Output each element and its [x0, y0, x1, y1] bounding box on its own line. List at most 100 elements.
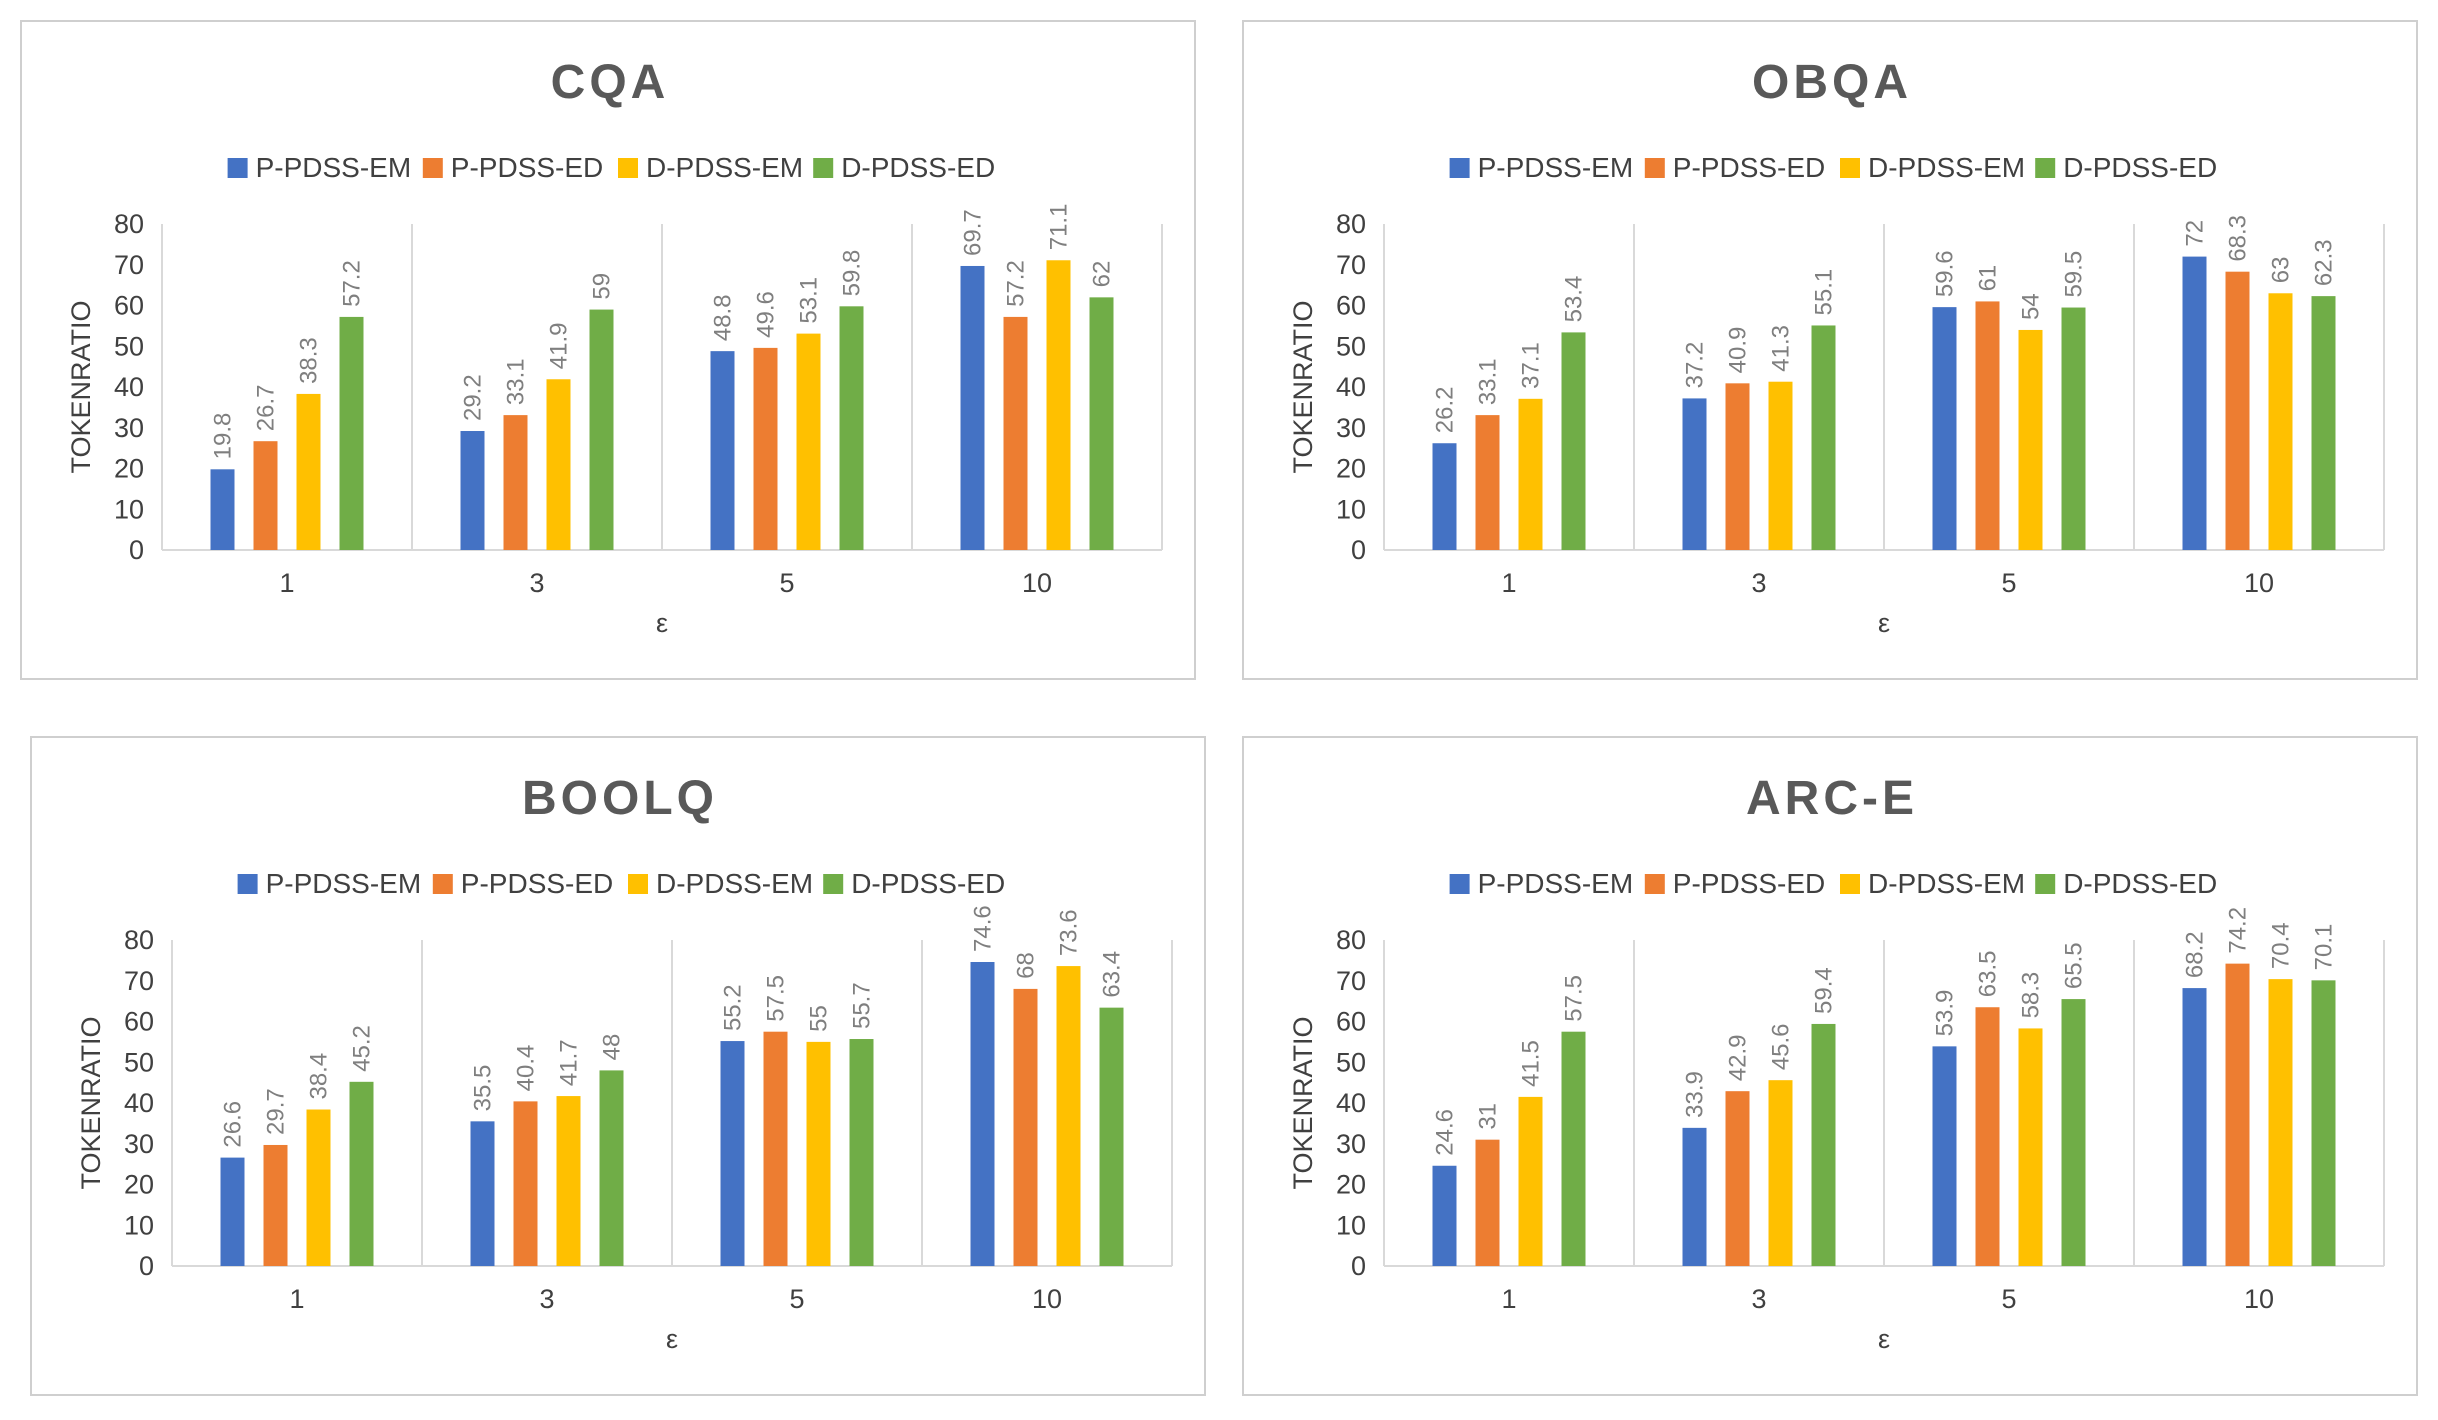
bar-p-pdss-em-3	[1682, 1127, 1707, 1266]
data-label: 70.1	[2311, 924, 2338, 971]
data-label: 55.7	[849, 982, 876, 1029]
legend-swatch-p-pdss-ed	[1644, 874, 1665, 894]
bar-p-pdss-em-10	[2182, 988, 2207, 1266]
bar-d-pdss-em-10	[1056, 966, 1081, 1266]
bar-p-pdss-ed-10	[1003, 316, 1028, 550]
bar-d-pdss-ed-3	[1811, 325, 1836, 550]
data-label: 59.4	[1811, 967, 1838, 1014]
data-label: 62.3	[2311, 239, 2338, 286]
legend-label-d-pdss-ed: D-PDSS-ED	[841, 152, 995, 183]
x-tick-label: 1	[289, 1284, 304, 1314]
bar-p-pdss-ed-5	[1975, 301, 2000, 550]
bar-d-pdss-em-10	[2268, 293, 2293, 550]
x-tick-label: 5	[779, 568, 794, 598]
y-tick-label: 70	[1336, 966, 1366, 996]
bar-p-pdss-ed-10	[2225, 963, 2250, 1266]
bar-p-pdss-ed-10	[1013, 988, 1038, 1266]
chart-title: ARC-E	[1746, 772, 1918, 825]
bar-p-pdss-em-1	[1432, 443, 1457, 550]
data-label: 62	[1089, 261, 1116, 288]
bar-p-pdss-em-1	[1432, 1165, 1457, 1266]
bar-p-pdss-em-1	[220, 1157, 245, 1266]
data-label: 29.2	[460, 374, 487, 421]
bar-d-pdss-em-10	[2268, 979, 2293, 1266]
bar-d-pdss-ed-3	[1811, 1023, 1836, 1266]
y-tick-label: 0	[1351, 535, 1366, 565]
bar-p-pdss-em-5	[710, 351, 735, 550]
chart-svg-obqa: OBQA P-PDSS-EM P-PDSS-ED D-PDSS-EM D-PDSS-ED…	[1288, 56, 2385, 638]
legend-label-d-pdss-em: D-PDSS-EM	[1868, 152, 2025, 183]
bar-p-pdss-ed-3	[1725, 383, 1750, 550]
data-label: 41.5	[1518, 1040, 1545, 1087]
x-tick-label: 3	[529, 568, 544, 598]
bar-d-pdss-ed-10	[2311, 296, 2336, 550]
bar-d-pdss-ed-1	[339, 316, 364, 550]
y-tick-label: 20	[114, 454, 144, 484]
data-label: 68.2	[2182, 931, 2209, 978]
x-tick-label: 10	[2244, 1284, 2274, 1314]
bar-d-pdss-ed-10	[2311, 980, 2336, 1266]
data-label: 48.8	[710, 294, 737, 341]
x-tick-label: 10	[1032, 1284, 1062, 1314]
legend-swatch-d-pdss-ed	[813, 158, 834, 178]
data-label: 68.3	[2225, 215, 2252, 262]
bar-d-pdss-em-5	[2018, 329, 2043, 550]
legend-label-d-pdss-em: D-PDSS-EM	[656, 868, 813, 899]
data-label: 65.5	[2061, 942, 2088, 989]
chart-svg-cqa: CQA P-PDSS-EM P-PDSS-ED D-PDSS-EM D-PDSS-ED 0…	[66, 56, 1163, 638]
x-tick-label: 5	[2001, 1284, 2016, 1314]
chart-panel-arc-e: ARC-E P-PDSS-EM P-PDSS-ED D-PDSS-EM D-PDSS-E…	[1242, 736, 2418, 1396]
legend-label-p-pdss-ed: P-PDSS-ED	[1673, 868, 1825, 899]
y-tick-label: 70	[1336, 250, 1366, 280]
data-label: 61	[1975, 265, 2002, 292]
bar-d-pdss-ed-10	[1089, 297, 1114, 550]
y-tick-label: 30	[1336, 413, 1366, 443]
y-tick-label: 50	[1336, 331, 1366, 361]
bar-p-pdss-ed-1	[1475, 415, 1500, 550]
y-tick-label: 50	[124, 1047, 154, 1077]
bar-d-pdss-em-5	[2018, 1028, 2043, 1266]
data-label: 73.6	[1056, 909, 1083, 956]
legend-swatch-p-pdss-ed	[432, 874, 453, 894]
y-tick-label: 10	[1336, 1210, 1366, 1240]
bar-d-pdss-em-1	[1518, 1096, 1543, 1266]
data-label: 37.2	[1682, 342, 1709, 389]
bar-d-pdss-ed-5	[849, 1039, 874, 1266]
legend-label-p-pdss-ed: P-PDSS-ED	[1673, 152, 1825, 183]
data-label: 53.9	[1932, 990, 1959, 1037]
data-label: 57.5	[763, 975, 790, 1022]
bar-d-pdss-ed-10	[1099, 1007, 1124, 1266]
data-label: 72	[2182, 220, 2209, 247]
data-label: 37.1	[1518, 342, 1545, 389]
data-label: 74.6	[970, 905, 997, 952]
x-tick-label: 1	[1501, 1284, 1516, 1314]
legend-label-d-pdss-ed: D-PDSS-ED	[2063, 868, 2217, 899]
legend-swatch-d-pdss-em	[1840, 158, 1860, 178]
bar-p-pdss-em-5	[720, 1041, 745, 1266]
legend-label-p-pdss-em: P-PDSS-EM	[266, 868, 422, 899]
bar-p-pdss-em-1	[210, 469, 235, 550]
bar-d-pdss-em-3	[546, 379, 571, 550]
x-tick-label: 10	[1022, 568, 1052, 598]
data-label: 33.1	[503, 358, 530, 405]
data-label: 38.3	[296, 337, 323, 384]
data-label: 57.5	[1561, 975, 1588, 1022]
legend-label-d-pdss-ed: D-PDSS-ED	[851, 868, 1005, 899]
y-axis-label: TOKENRATIO	[66, 300, 96, 473]
y-tick-label: 60	[114, 291, 144, 321]
y-tick-label: 80	[114, 209, 144, 239]
y-tick-label: 80	[1336, 209, 1366, 239]
data-label: 33.1	[1475, 358, 1502, 405]
bar-p-pdss-ed-1	[263, 1144, 288, 1266]
legend-swatch-p-pdss-em	[227, 158, 248, 178]
data-label: 57.2	[1003, 260, 1030, 307]
x-tick-label: 1	[1501, 568, 1516, 598]
data-label: 55.1	[1811, 269, 1838, 316]
data-label: 26.7	[253, 384, 280, 431]
bar-d-pdss-em-3	[1768, 381, 1793, 550]
legend-swatch-p-pdss-em	[1449, 874, 1470, 894]
chart-title: OBQA	[1752, 56, 1912, 109]
data-label: 38.4	[306, 1053, 333, 1100]
bar-p-pdss-em-3	[1682, 398, 1707, 550]
y-tick-label: 50	[1336, 1047, 1366, 1077]
